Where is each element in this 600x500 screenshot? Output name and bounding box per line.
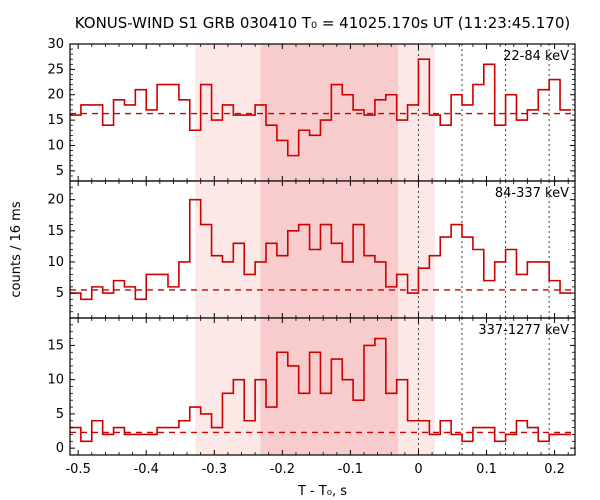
panel-label: 84-337 keV xyxy=(495,186,569,201)
panel-1: 5 10 15 20 84-337 keV xyxy=(47,181,575,318)
ytick-label: 10 xyxy=(47,255,64,270)
panel-0: 5 10 15 20 25 30 22-84 keV xyxy=(47,37,575,181)
panel-label: 22-84 keV xyxy=(503,49,569,64)
shade-dark xyxy=(261,181,398,318)
ytick-label: 10 xyxy=(47,373,64,388)
ytick-label: 0 xyxy=(56,441,64,456)
y-axis-label: counts / 16 ms xyxy=(9,201,24,297)
ytick-label: 10 xyxy=(47,138,64,153)
x-axis-label: T - T₀, s xyxy=(297,484,347,499)
xtick-label: 0.2 xyxy=(544,462,565,477)
xtick-label: -0.5 xyxy=(65,462,90,477)
xtick-label: 0 xyxy=(414,462,422,477)
xtick-label: -0.4 xyxy=(134,462,159,477)
ytick-label: 5 xyxy=(56,407,64,422)
ytick-label: 25 xyxy=(47,62,64,77)
ytick-label: 15 xyxy=(47,113,64,128)
chart-title: KONUS-WIND S1 GRB 030410 T₀ = 41025.170s… xyxy=(75,14,570,32)
ytick-label: 15 xyxy=(47,224,64,239)
xtick-label: -0.3 xyxy=(202,462,227,477)
chart-svg: KONUS-WIND S1 GRB 030410 T₀ = 41025.170s… xyxy=(0,0,600,500)
ytick-label: 5 xyxy=(56,164,64,179)
ytick-label: 30 xyxy=(47,37,64,52)
xtick-label: 0.1 xyxy=(476,462,497,477)
chart-root: KONUS-WIND S1 GRB 030410 T₀ = 41025.170s… xyxy=(0,0,600,500)
xtick-label: -0.1 xyxy=(338,462,363,477)
shade-dark xyxy=(261,44,398,181)
ytick-label: 20 xyxy=(47,193,64,208)
panel-2: 0 5 10 15 -0.5 -0.4 -0.3 -0.2 -0.1 0 0.1 0.2 337-… xyxy=(47,318,575,477)
ytick-label: 5 xyxy=(56,286,64,301)
ytick-label: 15 xyxy=(47,338,64,353)
panel-label: 337-1277 keV xyxy=(478,323,569,338)
xtick-label: -0.2 xyxy=(270,462,295,477)
ytick-label: 20 xyxy=(47,88,64,103)
